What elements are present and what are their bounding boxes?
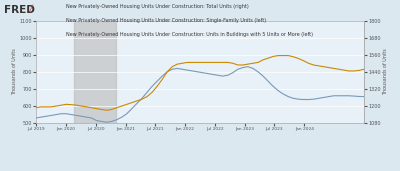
Text: ╱: ╱	[29, 5, 33, 13]
Bar	[74, 21, 116, 123]
Y-axis label: Thousands of Units: Thousands of Units	[12, 48, 16, 95]
Text: New Privately-Owned Housing Units Under Construction: Units in Buildings with 5 : New Privately-Owned Housing Units Under …	[66, 32, 313, 37]
Text: FRED: FRED	[4, 5, 35, 15]
Text: New Privately-Owned Housing Units Under Construction: Total Units (right): New Privately-Owned Housing Units Under …	[66, 4, 249, 9]
Text: New Privately-Owned Housing Units Under Construction: Single-Family Units (left): New Privately-Owned Housing Units Under …	[66, 18, 266, 23]
Y-axis label: Thousands of Units: Thousands of Units	[384, 48, 388, 95]
